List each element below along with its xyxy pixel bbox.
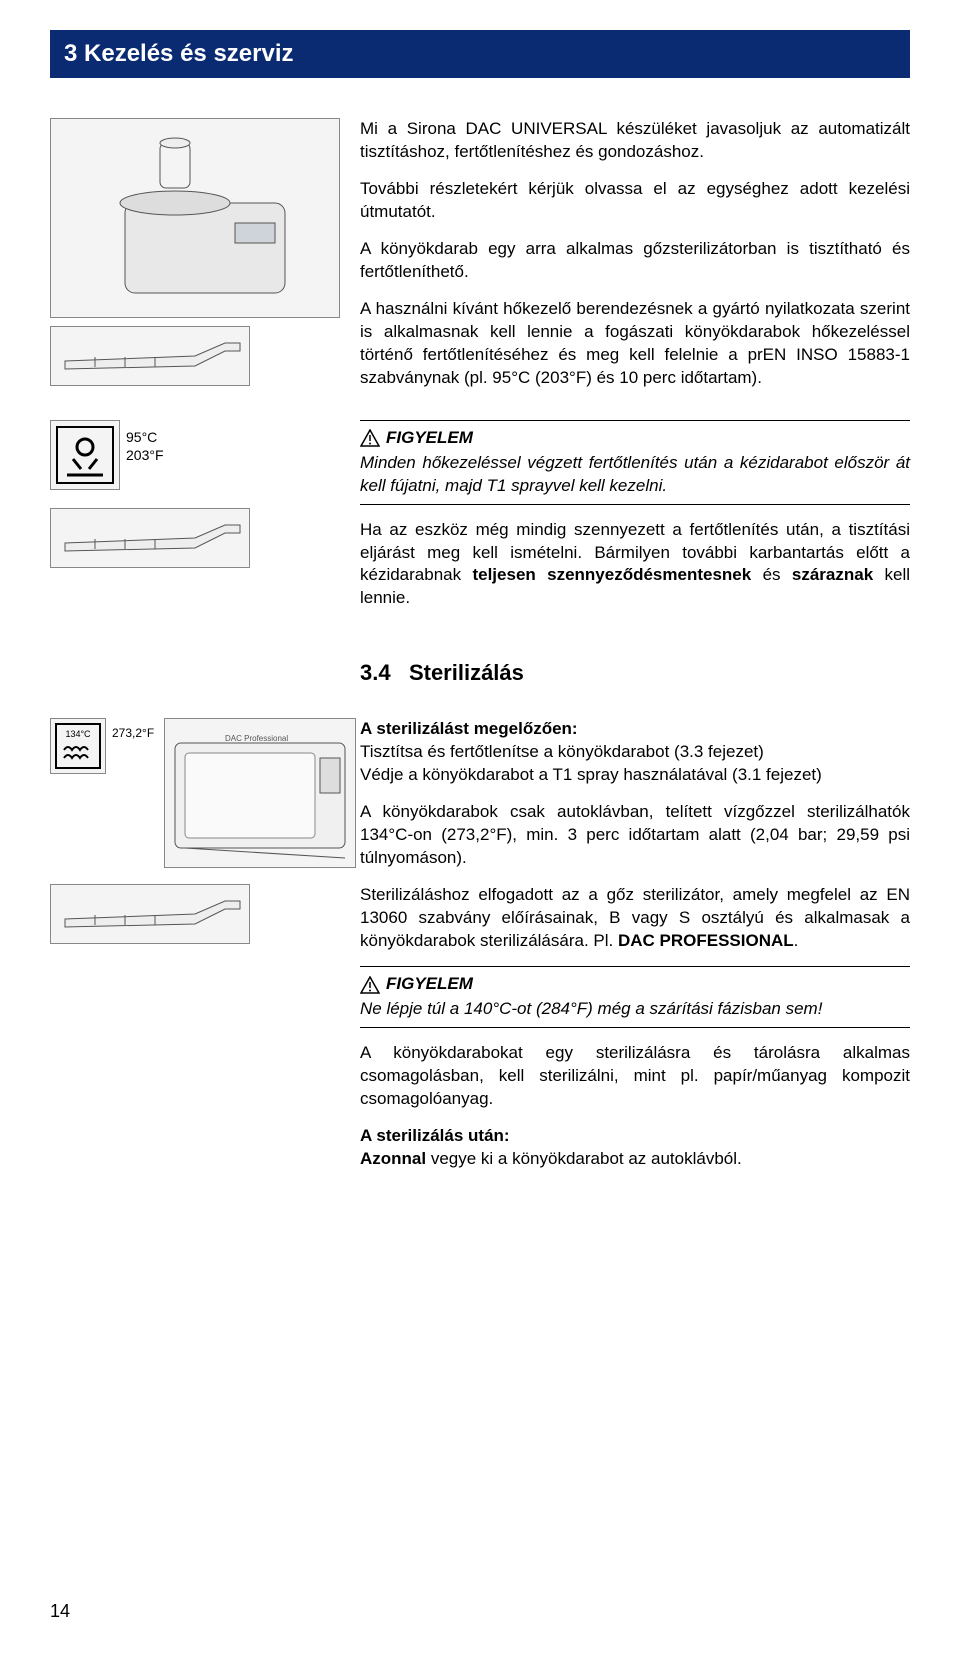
pre-steril-block: A sterilizálást megelőzően: Tisztítsa és…	[360, 718, 910, 787]
after-label: A sterilizálás után:	[360, 1126, 510, 1145]
temp-2732f: 273,2°F	[112, 726, 154, 742]
post1-p1: Ha az eszköz még mindig szennyezett a fe…	[360, 519, 910, 611]
section-3-4-title: Sterilizálás	[409, 660, 524, 685]
post1-p1d: száraznak	[792, 565, 873, 584]
warning-body-2: Ne lépje túl a 140°C-ot (284°F) még a sz…	[360, 998, 910, 1021]
after-l1a: Azonnal	[360, 1149, 426, 1168]
illustration-dac-universal	[50, 118, 340, 318]
section-3-4-num: 3.4	[360, 660, 391, 685]
dac-svg	[65, 133, 325, 303]
pre-l1: Tisztítsa és fertőtlenítse a könyökdarab…	[360, 742, 764, 761]
warning-body-1: Minden hőkezeléssel végzett fertőtleníté…	[360, 452, 910, 498]
steam-icon-134: 134°C	[50, 718, 106, 774]
svg-text:134°C: 134°C	[65, 729, 91, 739]
illustration-autoclave: DAC Professional	[164, 718, 356, 868]
intro-p4: A használni kívánt hőkezelő berendezésne…	[360, 298, 910, 390]
intro-p2: További részletekért kérjük olvassa el a…	[360, 178, 910, 224]
handpiece-svg-2	[55, 513, 245, 563]
thermo-icon-95	[50, 420, 120, 490]
banner-title: 3 Kezelés és szerviz	[64, 40, 294, 67]
s34-p2: A könyökdarabok csak autoklávban, telíte…	[360, 801, 910, 870]
s34-p3b: DAC PROFESSIONAL	[618, 931, 794, 950]
chapter-banner: 3 Kezelés és szerviz	[50, 30, 910, 78]
handpiece-svg-3	[55, 889, 245, 939]
temp-label-95: 95°C 203°F	[126, 420, 164, 464]
temp-95c: 95°C	[126, 428, 164, 446]
autoclave-svg: DAC Professional	[165, 723, 355, 863]
pre-label: A sterilizálást megelőzően:	[360, 719, 578, 738]
warning-triangle-icon-2	[360, 976, 380, 994]
post1-p1b: teljesen szennyeződésmentesnek	[472, 565, 751, 584]
post34-p1: A könyökdarabokat egy sterilizálásra és …	[360, 1042, 910, 1111]
illustration-handpiece-2	[50, 508, 250, 568]
warning-block-2: FIGYELEM Ne lépje túl a 140°C-ot (284°F)…	[360, 966, 910, 1028]
illustration-handpiece-3	[50, 884, 250, 944]
s34-p3: Sterilizáláshoz elfogadott az a gőz ster…	[360, 884, 910, 953]
warning-label-2: FIGYELEM	[386, 973, 473, 996]
steam-icon-svg: 134°C	[54, 722, 102, 770]
after-steril-block: A sterilizálás után: Azonnal vegye ki a …	[360, 1125, 910, 1171]
post1-p1c: és	[751, 565, 792, 584]
svg-text:DAC Professional: DAC Professional	[225, 734, 288, 743]
page-number: 14	[50, 1599, 70, 1623]
row-thermo-warning: 95°C 203°F FIGYELEM	[50, 420, 910, 625]
warning-block-1: FIGYELEM Minden hőkezeléssel végzett fer…	[360, 420, 910, 505]
warning-triangle-icon	[360, 429, 380, 447]
section-3-4-heading: 3.4 Sterilizálás	[360, 658, 910, 688]
row-sterilization: 134°C 273,2°F	[50, 718, 910, 1185]
temp-label-134: 273,2°F	[112, 718, 154, 742]
illustration-handpiece-1	[50, 326, 250, 386]
warning-label-1: FIGYELEM	[386, 427, 473, 450]
pre-l2: Védje a könyökdarabot a T1 spray használ…	[360, 765, 822, 784]
row-dac-intro: Mi a Sirona DAC UNIVERSAL készüléket jav…	[50, 118, 910, 403]
after-l1b: vegye ki a könyökdarabot az autoklávból.	[426, 1149, 742, 1168]
row-h2-34: 3.4 Sterilizálás	[50, 640, 910, 702]
s34-p3c: .	[794, 931, 799, 950]
thermo-icon-svg	[55, 425, 115, 485]
temp-203f: 203°F	[126, 446, 164, 464]
handpiece-svg-1	[55, 331, 245, 381]
intro-p1: Mi a Sirona DAC UNIVERSAL készüléket jav…	[360, 118, 910, 164]
intro-p3: A könyökdarab egy arra alkalmas gőzsteri…	[360, 238, 910, 284]
